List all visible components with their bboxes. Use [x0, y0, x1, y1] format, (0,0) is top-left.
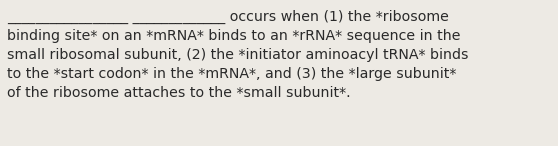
Text: _________________ _____________ occurs when (1) the *ribosome
binding site* on a: _________________ _____________ occurs w…: [7, 10, 469, 100]
